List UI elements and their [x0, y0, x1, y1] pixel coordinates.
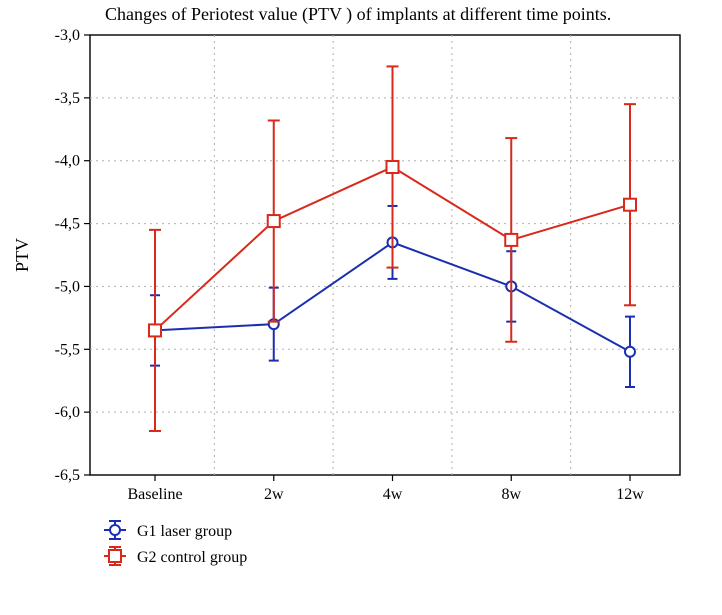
chart-bg — [0, 0, 722, 615]
legend-label: G1 laser group — [137, 523, 232, 540]
ytick-label: -5,0 — [55, 278, 80, 295]
xtick-label: 2w — [264, 486, 284, 503]
marker-circle — [625, 347, 635, 357]
xtick-label: 4w — [383, 486, 403, 503]
marker-square — [505, 234, 517, 246]
ytick-label: -3,5 — [55, 90, 80, 107]
marker-square — [268, 215, 280, 227]
chart-title: Changes of Periotest value (PTV ) of imp… — [105, 4, 611, 25]
xtick-label: 12w — [616, 486, 644, 503]
marker-square — [149, 324, 161, 336]
ytick-label: -3,0 — [55, 27, 80, 44]
ytick-label: -4,5 — [55, 216, 80, 233]
legend-label: G2 control group — [137, 549, 247, 566]
marker-circle — [110, 525, 120, 535]
chart-container: Changes of Periotest value (PTV ) of imp… — [0, 0, 722, 615]
marker-square — [624, 199, 636, 211]
marker-square — [109, 550, 121, 562]
ytick-label: -5,5 — [55, 341, 80, 358]
ytick-label: -6,0 — [55, 404, 80, 421]
ytick-label: -6,5 — [55, 467, 80, 484]
xtick-label: Baseline — [127, 486, 182, 503]
y-axis-label: PTV — [12, 238, 32, 272]
marker-square — [387, 161, 399, 173]
ytick-label: -4,0 — [55, 153, 80, 170]
xtick-label: 8w — [501, 486, 521, 503]
chart-svg: Changes of Periotest value (PTV ) of imp… — [0, 0, 722, 615]
